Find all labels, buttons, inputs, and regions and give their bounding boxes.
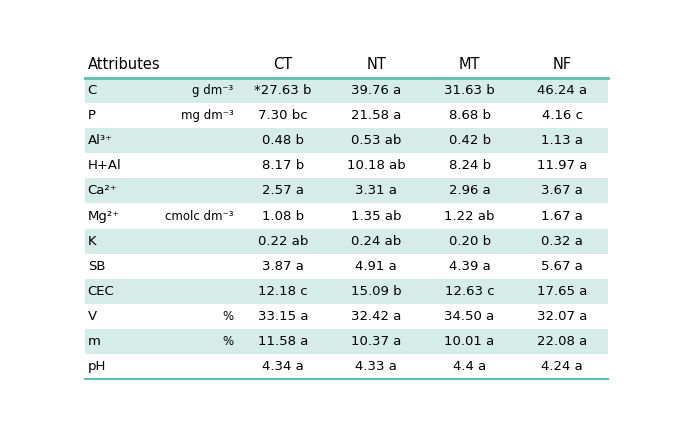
Text: 4.33 a: 4.33 a — [356, 360, 397, 373]
Bar — [84, 279, 608, 304]
Text: Mg²⁺: Mg²⁺ — [88, 210, 120, 222]
Text: 4.39 a: 4.39 a — [449, 260, 491, 273]
Text: 1.22 ab: 1.22 ab — [444, 210, 495, 222]
Text: 4.34 a: 4.34 a — [262, 360, 304, 373]
Text: 10.18 ab: 10.18 ab — [347, 159, 406, 173]
Bar — [84, 329, 608, 354]
Text: MT: MT — [459, 57, 481, 72]
Bar — [84, 204, 608, 229]
Text: H+Al: H+Al — [88, 159, 122, 173]
Text: 33.15 a: 33.15 a — [258, 310, 308, 323]
Text: 1.13 a: 1.13 a — [541, 134, 583, 147]
Text: 22.08 a: 22.08 a — [537, 335, 587, 348]
Text: P: P — [88, 109, 95, 122]
Text: 46.24 a: 46.24 a — [537, 84, 587, 97]
Text: 10.37 a: 10.37 a — [351, 335, 402, 348]
Text: Ca²⁺: Ca²⁺ — [88, 184, 117, 197]
Text: pH: pH — [88, 360, 106, 373]
Text: 2.57 a: 2.57 a — [262, 184, 304, 197]
Bar — [84, 304, 608, 329]
Text: 1.35 ab: 1.35 ab — [351, 210, 402, 222]
Text: *27.63 b: *27.63 b — [254, 84, 312, 97]
Text: 4.16 c: 4.16 c — [541, 109, 583, 122]
Text: 32.42 a: 32.42 a — [351, 310, 402, 323]
Text: Attributes: Attributes — [88, 57, 160, 72]
Text: NF: NF — [553, 57, 572, 72]
Text: 0.22 ab: 0.22 ab — [258, 235, 308, 248]
Text: 3.67 a: 3.67 a — [541, 184, 583, 197]
Text: 4.24 a: 4.24 a — [541, 360, 583, 373]
Text: C: C — [88, 84, 97, 97]
Text: 0.42 b: 0.42 b — [448, 134, 491, 147]
Text: 5.67 a: 5.67 a — [541, 260, 583, 273]
Bar — [84, 78, 608, 103]
Text: 0.32 a: 0.32 a — [541, 235, 583, 248]
Text: 11.58 a: 11.58 a — [258, 335, 308, 348]
Text: 3.31 a: 3.31 a — [356, 184, 397, 197]
Text: 11.97 a: 11.97 a — [537, 159, 587, 173]
Text: m: m — [88, 335, 101, 348]
Text: CT: CT — [273, 57, 293, 72]
Text: SB: SB — [88, 260, 105, 273]
Text: 4.91 a: 4.91 a — [356, 260, 397, 273]
Text: 3.87 a: 3.87 a — [262, 260, 304, 273]
Text: V: V — [88, 310, 97, 323]
Bar — [84, 103, 608, 128]
Text: 0.20 b: 0.20 b — [448, 235, 491, 248]
Text: NT: NT — [366, 57, 386, 72]
Bar — [84, 51, 608, 78]
Text: 1.67 a: 1.67 a — [541, 210, 583, 222]
Text: 12.63 c: 12.63 c — [445, 285, 494, 298]
Text: 34.50 a: 34.50 a — [444, 310, 495, 323]
Text: %: % — [222, 310, 233, 323]
Bar — [84, 253, 608, 279]
Text: 0.48 b: 0.48 b — [262, 134, 304, 147]
Text: 2.96 a: 2.96 a — [449, 184, 491, 197]
Text: 0.53 ab: 0.53 ab — [351, 134, 402, 147]
Text: 32.07 a: 32.07 a — [537, 310, 587, 323]
Text: 0.24 ab: 0.24 ab — [352, 235, 402, 248]
Text: CEC: CEC — [88, 285, 114, 298]
Text: 39.76 a: 39.76 a — [352, 84, 402, 97]
Text: cmolc dm⁻³: cmolc dm⁻³ — [165, 210, 233, 222]
Text: 12.18 c: 12.18 c — [258, 285, 308, 298]
Text: Al³⁺: Al³⁺ — [88, 134, 113, 147]
Bar — [84, 153, 608, 178]
Bar — [84, 178, 608, 204]
Text: 7.30 bc: 7.30 bc — [258, 109, 308, 122]
Bar — [84, 354, 608, 379]
Text: 8.68 b: 8.68 b — [449, 109, 491, 122]
Text: 17.65 a: 17.65 a — [537, 285, 587, 298]
Text: 10.01 a: 10.01 a — [444, 335, 495, 348]
Bar — [84, 128, 608, 153]
Bar — [84, 229, 608, 253]
Text: 15.09 b: 15.09 b — [351, 285, 402, 298]
Text: g dm⁻³: g dm⁻³ — [192, 84, 233, 97]
Text: 21.58 a: 21.58 a — [351, 109, 402, 122]
Text: 4.4 a: 4.4 a — [453, 360, 486, 373]
Text: mg dm⁻³: mg dm⁻³ — [180, 109, 233, 122]
Text: 31.63 b: 31.63 b — [444, 84, 495, 97]
Text: K: K — [88, 235, 96, 248]
Text: 1.08 b: 1.08 b — [262, 210, 304, 222]
Text: 8.17 b: 8.17 b — [262, 159, 304, 173]
Text: %: % — [222, 335, 233, 348]
Text: 8.24 b: 8.24 b — [448, 159, 491, 173]
